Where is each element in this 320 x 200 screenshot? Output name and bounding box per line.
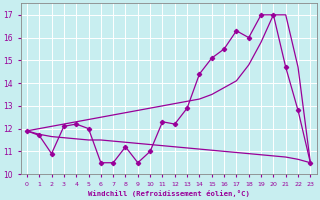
- X-axis label: Windchill (Refroidissement éolien,°C): Windchill (Refroidissement éolien,°C): [88, 190, 250, 197]
